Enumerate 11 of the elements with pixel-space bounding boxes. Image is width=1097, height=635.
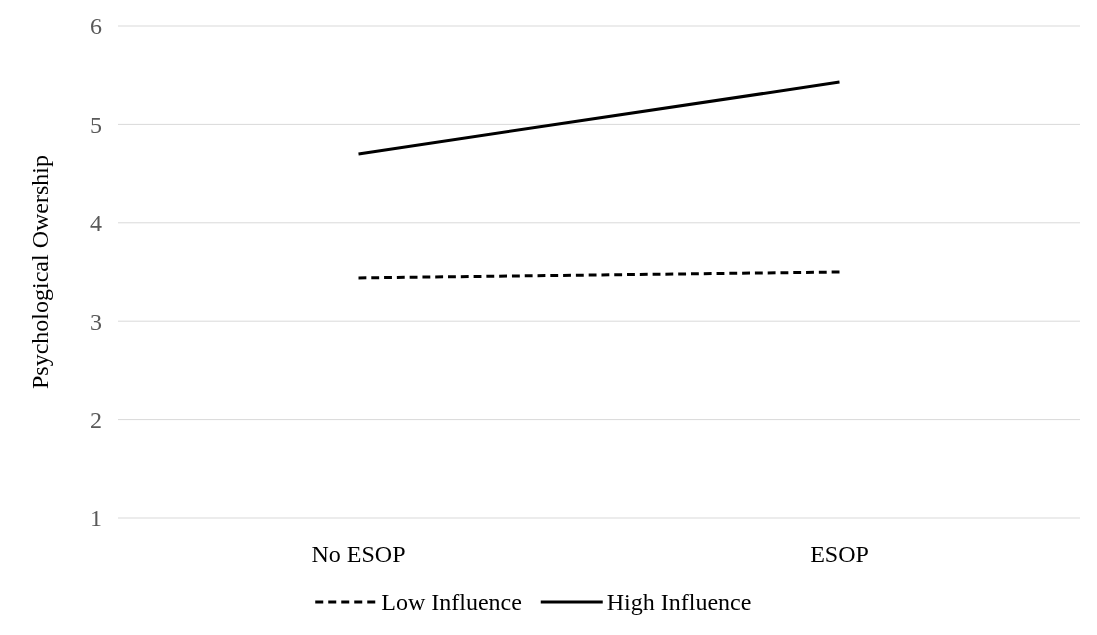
y-tick-label: 5 <box>90 111 102 138</box>
y-tick-label: 2 <box>90 407 102 433</box>
y-axis-title: Psychological Owership <box>27 155 53 389</box>
y-tick-label: 3 <box>90 308 102 335</box>
y-tick-label: 4 <box>90 210 102 237</box>
y-tick-label: 6 <box>90 13 102 40</box>
x-tick-label: No ESOP <box>311 541 406 567</box>
legend-label: Low Influence <box>381 589 522 616</box>
legend-label: High Influence <box>606 589 752 616</box>
y-tick-label: 1 <box>90 505 102 532</box>
x-tick-label: ESOP <box>810 541 869 567</box>
